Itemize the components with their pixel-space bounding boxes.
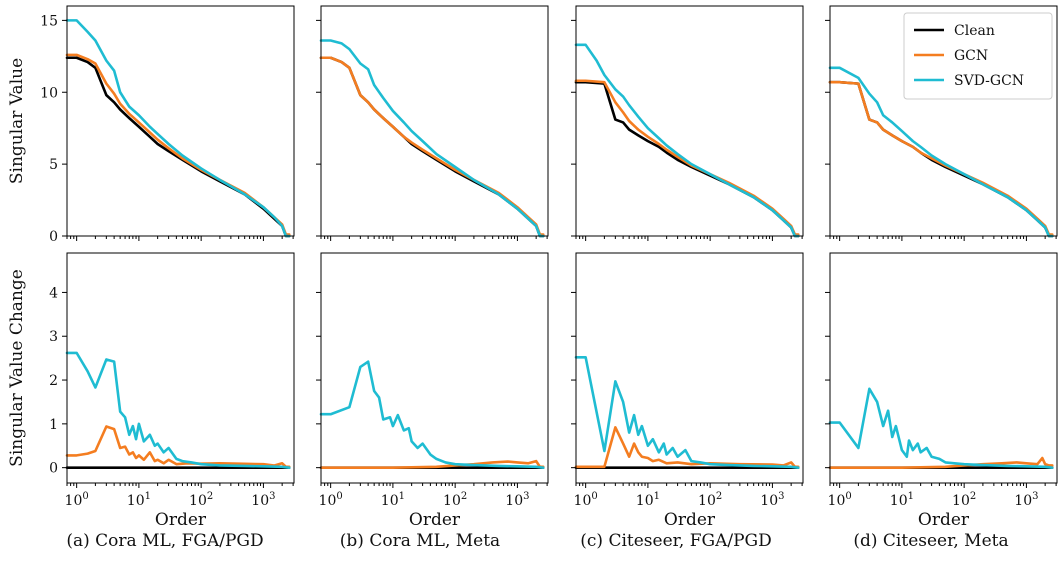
line-gcn-p3-r0 (828, 80, 1054, 236)
x-tick-label-p2: 103 (760, 491, 784, 509)
y-axis-label-singular-value-change: Singular Value Change (7, 269, 27, 467)
line-gcn-p1-r0 (319, 56, 545, 236)
line-clean-p1-r0 (319, 56, 545, 238)
line-gcn-p1-r1 (319, 459, 545, 469)
x-tick-label-p0: 102 (189, 491, 213, 509)
axes-frame-p0-r0 (66, 5, 295, 237)
line-svd-gcn-p0-r0 (65, 19, 291, 238)
x-tick-label-p1: 102 (443, 491, 467, 509)
y-tick-label-r0: 15 (40, 13, 58, 29)
line-svd-gcn-p2-r0 (574, 43, 800, 238)
y-tick-label-r1: 3 (49, 329, 58, 345)
line-svd-gcn-p1-r0 (319, 39, 545, 238)
legend-label-clean: Clean (954, 23, 995, 39)
axes-frame-p3-r1 (829, 252, 1058, 484)
y-tick-label-r0: 5 (49, 157, 58, 173)
x-axis-label-p3: Order (918, 510, 970, 530)
caption-c: (c) Citeseer, FGA/PGD (580, 531, 772, 551)
x-axis-label-p0: Order (155, 510, 207, 530)
line-clean-p2-r0 (574, 80, 800, 238)
x-tick-label-p1: 103 (505, 491, 529, 509)
axes-frame-p1-r1 (320, 252, 549, 484)
x-tick-label-p2: 102 (698, 491, 722, 509)
line-svd-gcn-p0-r1 (65, 351, 291, 469)
x-tick-label-p2: 100 (574, 491, 598, 509)
x-tick-label-p2: 101 (636, 491, 660, 509)
x-tick-label-p1: 100 (319, 491, 343, 509)
caption-b: (b) Cora ML, Meta (339, 531, 501, 551)
y-tick-label-r0: 10 (40, 85, 58, 101)
line-gcn-p2-r1 (574, 426, 800, 469)
y-tick-label-r1: 0 (49, 461, 58, 477)
y-axis-label-singular-value: Singular Value (7, 58, 27, 184)
axes-frame-p2-r0 (575, 5, 804, 237)
caption-a: (a) Cora ML, FGA/PGD (66, 531, 264, 551)
axes-frame-p0-r1 (66, 252, 295, 484)
axes-frame-p2-r1 (575, 252, 804, 484)
line-svd-gcn-p3-r1 (828, 387, 1054, 469)
x-tick-label-p3: 100 (828, 491, 852, 509)
x-axis-label-p1: Order (409, 510, 461, 530)
legend-label-svd-gcn: SVD-GCN (954, 73, 1024, 89)
x-tick-label-p0: 100 (65, 491, 89, 509)
x-tick-label-p3: 101 (890, 491, 914, 509)
axes-frame-p3-r0 (829, 5, 1058, 237)
x-tick-label-p0: 103 (251, 491, 275, 509)
line-gcn-p0-r1 (65, 425, 291, 469)
x-tick-label-p1: 101 (381, 491, 405, 509)
line-clean-p3-r0 (828, 80, 1054, 238)
line-svd-gcn-p3-r0 (828, 66, 1054, 238)
line-gcn-p3-r1 (828, 456, 1054, 469)
caption-d: (d) Citeseer, Meta (853, 531, 1009, 551)
x-axis-label-p2: Order (664, 510, 716, 530)
x-tick-label-p3: 102 (952, 491, 976, 509)
legend-label-gcn: GCN (954, 48, 988, 64)
axes-frame-p1-r0 (320, 5, 549, 237)
legend-box (903, 12, 1053, 100)
line-clean-p0-r0 (65, 56, 291, 238)
line-svd-gcn-p1-r1 (319, 360, 545, 469)
y-tick-label-r1: 2 (49, 373, 58, 389)
line-svd-gcn-p2-r1 (574, 355, 800, 469)
x-tick-label-p0: 101 (127, 491, 151, 509)
x-tick-label-p3: 103 (1014, 491, 1038, 509)
y-tick-label-r1: 4 (49, 285, 58, 301)
y-tick-label-r1: 1 (49, 417, 58, 433)
y-tick-label-r0: 0 (49, 229, 58, 245)
